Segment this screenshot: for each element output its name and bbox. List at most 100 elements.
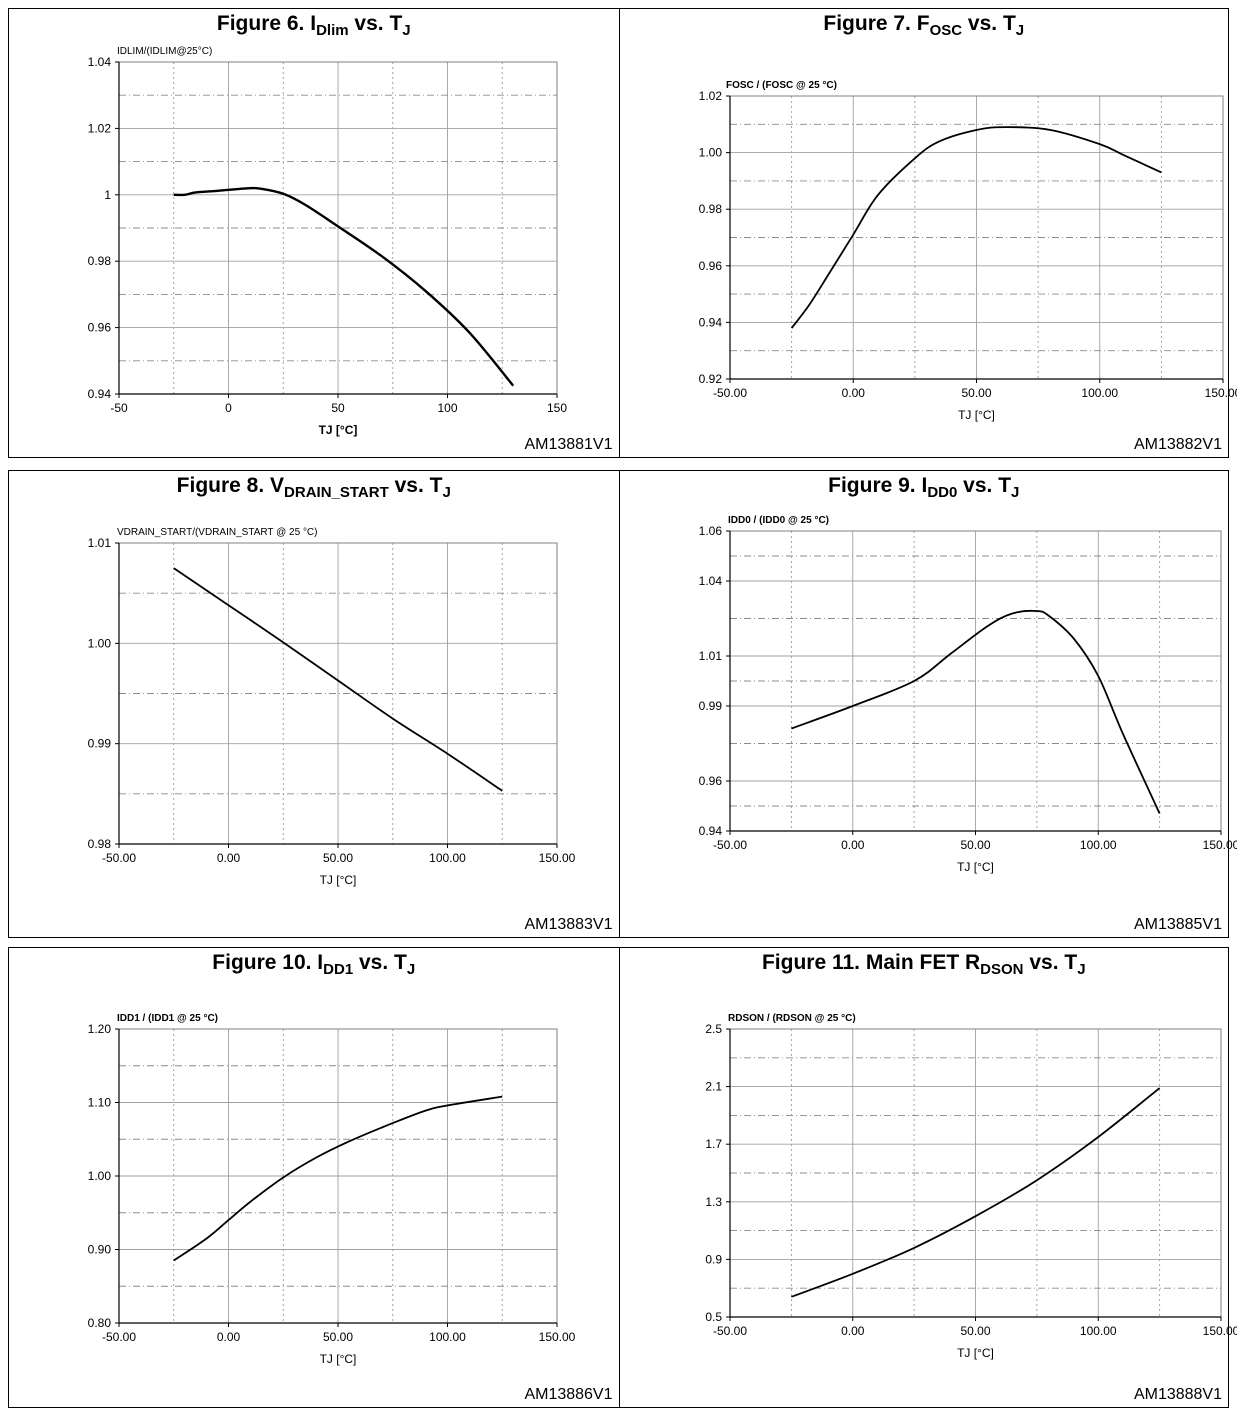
title-subscript: DSON (980, 961, 1024, 978)
line-chart: 0.94 0.96 0.99 1.01 1.04 1.06 -50.00 0.00 50.00 1… (698, 515, 1237, 874)
y-tick-label: 0.96 (698, 259, 722, 273)
y-tick-label: 0.90 (88, 1243, 112, 1257)
y-tick-label: 0.92 (698, 372, 722, 386)
title-subscript: DRAIN_START (284, 484, 389, 501)
y-tick-label: 1.00 (698, 146, 722, 160)
line-chart: 0.5 0.9 1.3 1.7 2.1 2.5 -50.00 0.00 50.00 100.00 1… (705, 1013, 1237, 1360)
x-axis-label: TJ [°C] (957, 860, 994, 874)
figure-title: Figure 9. IDD0 vs. TJ (620, 473, 1229, 501)
y-axis-label: IDD0 / (IDD0 @ 25 °C) (728, 515, 829, 526)
line-chart: 0.94 0.96 0.98 1 1.02 1.04 -50 0 50 100 150 IDLIM/(… (88, 46, 568, 437)
y-tick-label: 1.04 (88, 55, 112, 69)
x-tick-label: -50.00 (712, 838, 746, 852)
figure-reference-code: AM13883V1 (524, 916, 613, 933)
x-tick-label: 150.00 (1204, 386, 1237, 400)
figure-title: Figure 10. IDD1 vs. TJ (9, 950, 619, 978)
x-tick-label: -50 (110, 401, 128, 415)
x-tick-label: 100.00 (1081, 386, 1118, 400)
y-tick-label: 0.98 (88, 837, 112, 851)
x-tick-label: 100.00 (429, 1330, 466, 1344)
y-axis-label: FOSC / (FOSC @ 25 °C) (726, 80, 837, 91)
line-chart: 0.92 0.94 0.96 0.98 1.00 1.02 -50.00 0.00 50.00 1… (698, 80, 1237, 422)
series-line (173, 567, 503, 792)
x-tick-label: -50.00 (712, 386, 746, 400)
figure-row: Figure 6. IDlim vs. TJ AM13881V1 0.94 0.96 0… (8, 8, 1237, 458)
x-tick-label: 150.00 (1202, 1324, 1237, 1338)
y-tick-label: 1.04 (698, 574, 722, 588)
title-text: vs. T (957, 474, 1012, 497)
title-text: Figure 6. I (216, 12, 317, 35)
y-tick-label: 0.96 (698, 774, 722, 788)
x-tick-label: -50.00 (102, 851, 136, 865)
x-axis-label: TJ [°C] (320, 1352, 357, 1366)
series-line (790, 609, 1160, 814)
title-text: vs. T (348, 12, 403, 35)
figure-panel: Figure 10. IDD1 vs. TJ AM13886V1 0.80 0.90 1… (9, 948, 619, 1407)
title-text: vs. T (1023, 951, 1078, 974)
figure-title: Figure 8. VDRAIN_START vs. TJ (9, 473, 619, 501)
title-subscript: Dlim (316, 22, 349, 39)
y-tick-label: 0.98 (698, 202, 722, 216)
title-text: Figure 7. F (823, 12, 930, 35)
y-tick-label: 1.06 (698, 524, 722, 538)
y-tick-label: 0.98 (88, 254, 112, 268)
title-text: vs. T (353, 951, 407, 974)
figure-reference-code: AM13881V1 (524, 436, 613, 453)
x-tick-label: 100.00 (429, 851, 466, 865)
figure-reference-code: AM13886V1 (524, 1386, 613, 1403)
figure-panel: Figure 11. Main FET RDSON vs. TJ AM13888V… (618, 948, 1237, 1407)
figure-row: Figure 10. IDD1 vs. TJ AM13886V1 0.80 0.90 1… (8, 947, 1237, 1408)
x-axis-label: TJ [°C] (320, 873, 357, 887)
x-tick-label: 0.00 (841, 838, 865, 852)
x-tick-label: 50.00 (960, 838, 990, 852)
x-tick-label: -50.00 (712, 1324, 746, 1338)
figure-title: Figure 11. Main FET RDSON vs. TJ (620, 950, 1229, 978)
figure-reference-code: AM13888V1 (1133, 1386, 1222, 1403)
figure-panel: Figure 9. IDD0 vs. TJ AM13885V1 0.94 0.96 0.… (618, 471, 1237, 937)
x-tick-label: 50.00 (961, 386, 991, 400)
x-tick-label: 50.00 (960, 1324, 990, 1338)
title-subscript: J (1077, 961, 1086, 978)
figure-row: Figure 8. VDRAIN_START vs. TJ AM13883V1 0.… (8, 470, 1237, 938)
y-tick-label: 0.5 (705, 1310, 722, 1324)
x-axis-label: TJ [°C] (319, 423, 358, 437)
figure-panel: Figure 7. FOSC vs. TJ AM13882V1 0.92 0.94 0.… (618, 9, 1237, 457)
title-text: Figure 10. I (212, 951, 324, 974)
x-tick-label: 0.00 (217, 1330, 241, 1344)
title-text: Figure 11. Main FET R (761, 951, 981, 974)
y-tick-label: 1.10 (88, 1096, 112, 1110)
x-tick-label: 50 (331, 401, 345, 415)
y-tick-label: 0.94 (698, 824, 722, 838)
y-tick-label: 0.99 (88, 737, 112, 751)
x-tick-label: -50.00 (102, 1330, 136, 1344)
line-chart: 0.80 0.90 1.00 1.10 1.20 -50.00 0.00 50.00 100.0… (88, 1013, 576, 1366)
y-tick-label: 1.3 (705, 1195, 722, 1209)
y-tick-label: 0.96 (88, 321, 112, 335)
title-subscript: J (1011, 484, 1020, 501)
figure-title: Figure 6. IDlim vs. TJ (9, 11, 619, 39)
y-axis-label: IDLIM/(IDLIM@25°C) (117, 46, 212, 57)
title-text: vs. T (388, 474, 443, 497)
x-tick-label: 0.00 (841, 1324, 865, 1338)
y-tick-label: 1.01 (698, 649, 722, 663)
x-tick-label: 150 (547, 401, 567, 415)
figure-title: Figure 7. FOSC vs. TJ (620, 11, 1229, 38)
y-tick-label: 1.00 (88, 636, 112, 650)
title-subscript: DD1 (323, 961, 354, 978)
y-axis-label: VDRAIN_START/(VDRAIN_START @ 25 °C) (117, 527, 318, 538)
x-tick-label: 0.00 (841, 386, 865, 400)
y-tick-label: 1 (104, 188, 111, 202)
y-tick-label: 1.01 (88, 536, 112, 550)
title-text: Figure 8. V (176, 474, 285, 497)
figure-reference-code: AM13882V1 (1133, 436, 1222, 453)
title-text: Figure 9. I (828, 474, 928, 497)
y-axis-label: IDD1 / (IDD1 @ 25 °C) (117, 1013, 218, 1024)
y-tick-label: 0.94 (88, 387, 112, 401)
x-tick-label: 0 (225, 401, 232, 415)
x-tick-label: 100.00 (1079, 838, 1116, 852)
y-tick-label: 1.02 (698, 89, 722, 103)
line-chart: 0.98 0.99 1.00 1.01 -50.00 0.00 50.00 100.00 150… (88, 527, 576, 887)
x-tick-label: 150.00 (539, 1330, 576, 1344)
x-tick-label: 150.00 (1202, 838, 1237, 852)
series-line (173, 186, 515, 387)
